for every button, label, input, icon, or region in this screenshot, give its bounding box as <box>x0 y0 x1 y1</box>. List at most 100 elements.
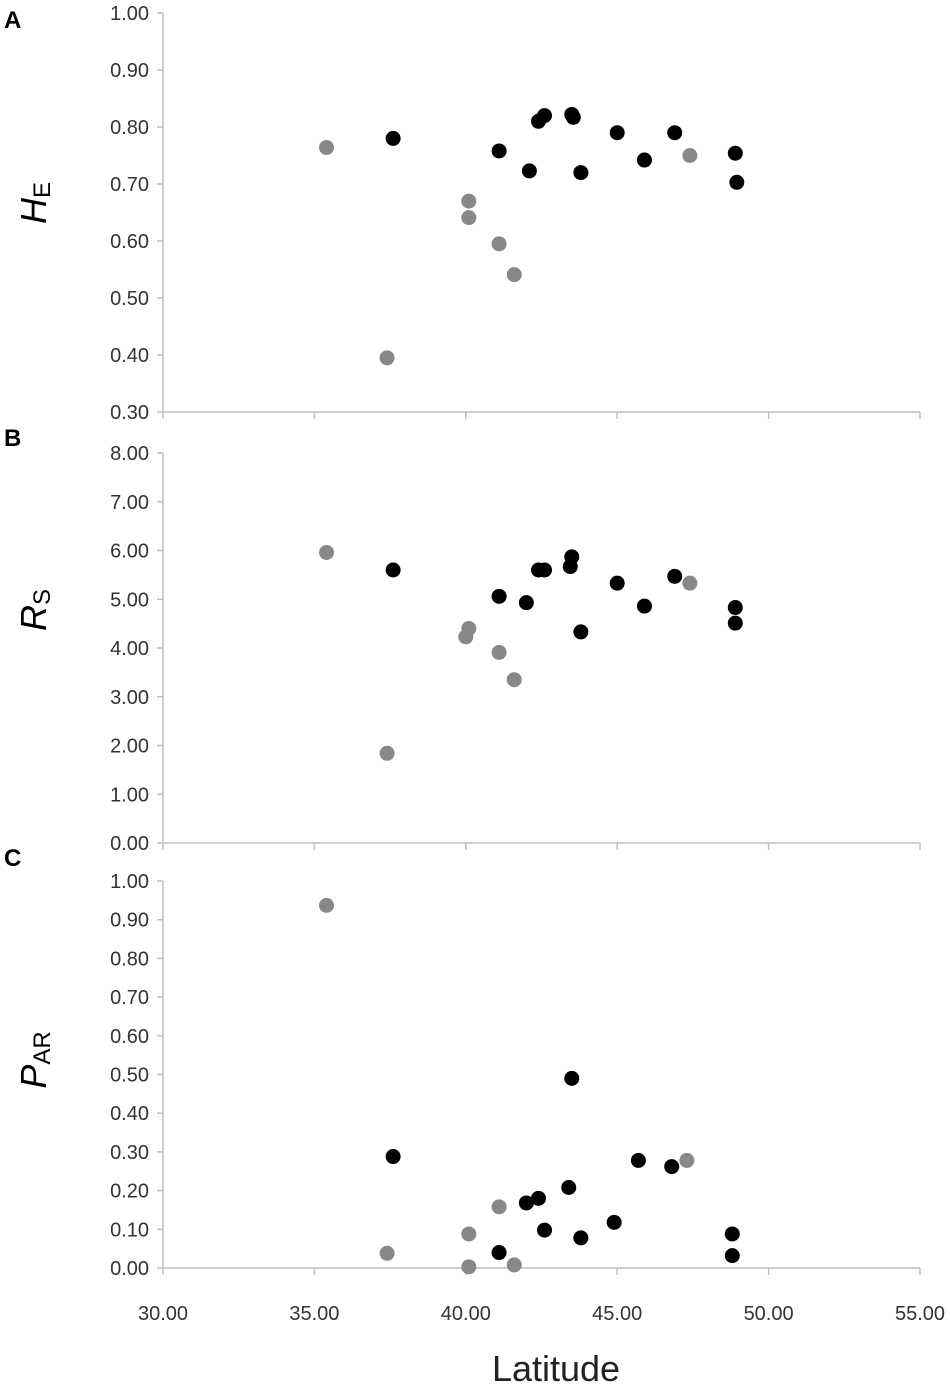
y-tick-label-c: 0.10 <box>110 1219 149 1241</box>
y-axis-label-c-sub: AR <box>29 1031 56 1064</box>
y-tick-label-c: 0.20 <box>110 1181 149 1203</box>
y-tick-label-c: 0.00 <box>110 1258 149 1280</box>
data-point-b-gray <box>682 575 698 591</box>
data-point-b-dark <box>573 624 589 640</box>
y-tick-label-c: 0.30 <box>110 1142 149 1164</box>
data-point-b-gray <box>319 544 335 560</box>
data-point-c-dark <box>630 1152 646 1168</box>
panel-a: A HE 0.30 0.40 0.50 0.60 0.70 0.80 0.90 1.00 <box>4 3 921 424</box>
x-axis-label: Latitude <box>492 1348 620 1389</box>
y-tick-label-a: 0.60 <box>110 231 149 253</box>
data-point-b-gray <box>379 745 395 761</box>
y-axis-label-b-sub: S <box>29 589 56 605</box>
data-point-c-dark <box>564 1070 580 1086</box>
y-tick-label-a: 1.00 <box>110 3 149 25</box>
data-point-a-gray <box>461 193 477 209</box>
y-tick-label-c: 0.90 <box>110 910 149 932</box>
data-point-a-dark <box>385 130 401 146</box>
y-tick-label-b: 7.00 <box>110 492 149 514</box>
y-tick-label-b: 8.00 <box>110 443 149 465</box>
data-point-c-gray <box>491 1199 507 1215</box>
panel-letter-b: B <box>4 425 21 452</box>
data-point-b-dark <box>537 562 553 578</box>
x-tick-label: 30.00 <box>138 1303 188 1325</box>
data-point-a-dark <box>565 109 581 125</box>
y-tick-label-a: 0.40 <box>110 345 149 367</box>
y-tick-label-a: 0.30 <box>110 402 149 424</box>
data-point-a-gray <box>379 350 395 366</box>
y-tick-label-a: 0.80 <box>110 117 149 139</box>
data-point-c-gray <box>506 1257 522 1273</box>
panel-c-marks: 0.00 0.10 0.20 0.30 0.40 0.50 0.60 0.70 0.80 0.90… <box>110 871 921 1280</box>
x-tick-label: 35.00 <box>289 1303 339 1325</box>
data-point-b-gray <box>506 672 522 688</box>
data-point-c-gray <box>461 1226 477 1242</box>
data-point-c-dark <box>561 1180 577 1196</box>
y-axis-label-b: RS <box>13 589 56 631</box>
data-point-a-gray <box>319 140 335 156</box>
data-point-c-dark <box>606 1214 622 1230</box>
data-point-a-dark <box>491 143 507 159</box>
data-point-c-gray <box>319 897 335 913</box>
data-point-c-dark <box>724 1248 740 1264</box>
y-tick-label-c: 0.80 <box>110 948 149 970</box>
y-tick-label-b: 2.00 <box>110 736 149 758</box>
panel-letter-c: C <box>4 845 21 872</box>
x-tick-label: 55.00 <box>895 1303 945 1325</box>
data-point-c-dark <box>537 1222 553 1238</box>
y-tick-label-c: 1.00 <box>110 871 149 893</box>
data-point-a-dark <box>573 165 589 181</box>
data-point-a-dark <box>667 125 683 141</box>
data-point-a-dark <box>727 145 743 161</box>
y-tick-label-b: 6.00 <box>110 541 149 563</box>
data-point-b-dark <box>385 562 401 578</box>
data-point-a-gray <box>461 210 477 226</box>
y-tick-label-c: 0.40 <box>110 1103 149 1125</box>
data-point-c-dark <box>518 1195 534 1211</box>
y-tick-label-c: 0.60 <box>110 1026 149 1048</box>
data-point-b-dark <box>518 595 534 611</box>
panel-a-marks: 0.30 0.40 0.50 0.60 0.70 0.80 0.90 1.00 <box>110 3 921 424</box>
data-point-a-dark <box>537 108 553 124</box>
data-point-b-dark <box>609 575 625 591</box>
data-point-c-dark <box>664 1159 680 1175</box>
data-point-b-dark <box>667 568 683 584</box>
data-point-a-dark <box>729 174 745 190</box>
data-point-a-gray <box>491 236 507 252</box>
panel-c: C PAR 0.000.100.200.300.400.500.600.700.… <box>4 845 921 1280</box>
data-point-b-gray <box>458 629 474 645</box>
x-axis-tick-labels: 30.00 35.00 40.00 45.00 50.00 55.00 <box>138 1303 945 1325</box>
data-point-a-gray <box>682 148 698 163</box>
data-point-b-dark <box>491 588 507 604</box>
data-point-c-dark <box>724 1226 740 1242</box>
y-tick-label-b: 1.00 <box>110 784 149 806</box>
data-point-a-gray <box>506 267 522 283</box>
y-tick-label-c: 0.70 <box>110 987 149 1009</box>
y-axis-label-a: HE <box>13 182 56 224</box>
data-point-b-gray <box>491 644 507 660</box>
y-axis-label-c: PAR <box>13 1031 56 1088</box>
y-tick-label-b: 0.00 <box>110 833 149 855</box>
panel-b: B RS 0.00 1.00 2.00 3.00 4.00 5.00 6.00 7.00 8.0… <box>4 425 921 855</box>
data-point-c-gray <box>461 1259 477 1275</box>
data-point-c-dark <box>530 1190 546 1206</box>
data-point-b-dark <box>727 600 743 616</box>
panel-letter-a: A <box>4 7 21 34</box>
panel-b-marks: 0.00 1.00 2.00 3.00 4.00 5.00 6.00 7.00 8.00 <box>110 443 921 855</box>
data-point-a-dark <box>636 152 652 168</box>
x-tick-label: 40.00 <box>441 1303 491 1325</box>
y-tick-label-b: 3.00 <box>110 687 149 709</box>
y-tick-label-b: 4.00 <box>110 638 149 660</box>
x-tick-label: 50.00 <box>744 1303 794 1325</box>
data-point-c-gray <box>679 1152 695 1168</box>
y-tick-label-c: 0.50 <box>110 1065 149 1087</box>
data-point-a-dark <box>521 163 537 179</box>
data-point-c-dark <box>573 1230 589 1246</box>
data-point-b-dark <box>562 559 578 575</box>
data-point-c-dark <box>385 1149 401 1165</box>
y-axis-label-a-sub: E <box>29 182 56 198</box>
x-tick-label: 45.00 <box>592 1303 642 1325</box>
data-point-c-dark <box>491 1245 507 1261</box>
y-tick-label-b: 5.00 <box>110 589 149 611</box>
